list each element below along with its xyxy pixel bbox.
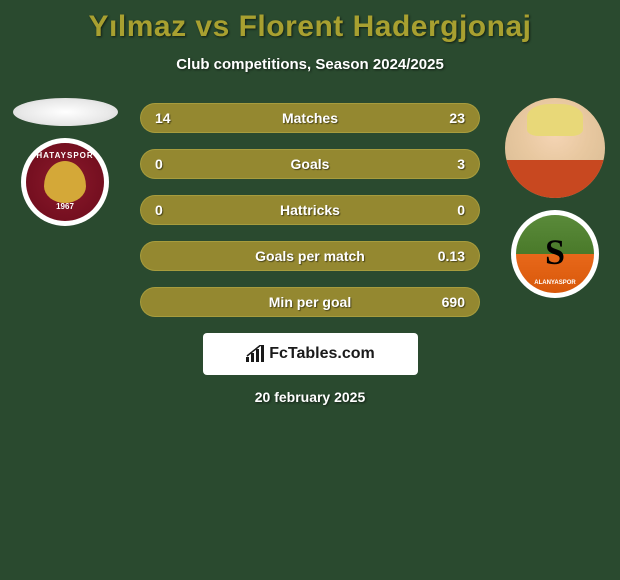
subtitle: Club competitions, Season 2024/2025 xyxy=(0,56,620,73)
watermark: FcTables.com xyxy=(203,333,418,375)
stat-label: Goals per match xyxy=(141,248,479,264)
club-left-logo: HATAYSPOR 1967 xyxy=(21,138,109,226)
stat-row: Min per goal 690 xyxy=(140,287,480,317)
stat-rows: 14 Matches 23 0 Goals 3 0 Hattricks 0 Go… xyxy=(140,103,480,317)
player-right-photo xyxy=(505,98,605,198)
club-right-name: ALANYASPOR xyxy=(516,280,594,286)
stat-row: 0 Hattricks 0 xyxy=(140,195,480,225)
chart-icon xyxy=(245,345,265,363)
watermark-text: FcTables.com xyxy=(269,345,375,363)
club-left-name: HATAYSPOR xyxy=(26,151,104,160)
stat-row: 0 Goals 3 xyxy=(140,149,480,179)
page-title: Yılmaz vs Florent Hadergjonaj xyxy=(0,10,620,44)
club-right-badge: ALANYASPOR xyxy=(516,215,594,293)
player-left-photo xyxy=(13,98,118,126)
comparison-card: Yılmaz vs Florent Hadergjonaj Club compe… xyxy=(0,0,620,405)
stat-label: Matches xyxy=(141,110,479,126)
club-left-year: 1967 xyxy=(26,202,104,211)
date: 20 february 2025 xyxy=(0,389,620,405)
stat-row: 14 Matches 23 xyxy=(140,103,480,133)
player-right-column: ALANYASPOR xyxy=(500,98,610,298)
stat-label: Hattricks xyxy=(141,202,479,218)
stats-area: HATAYSPOR 1967 ALANYASPOR 14 Matches 23 … xyxy=(0,103,620,405)
stat-label: Goals xyxy=(141,156,479,172)
stat-label: Min per goal xyxy=(141,294,479,310)
club-left-badge: HATAYSPOR 1967 xyxy=(26,143,104,221)
stat-row: Goals per match 0.13 xyxy=(140,241,480,271)
player-left-column: HATAYSPOR 1967 xyxy=(10,98,120,226)
club-right-logo: ALANYASPOR xyxy=(511,210,599,298)
